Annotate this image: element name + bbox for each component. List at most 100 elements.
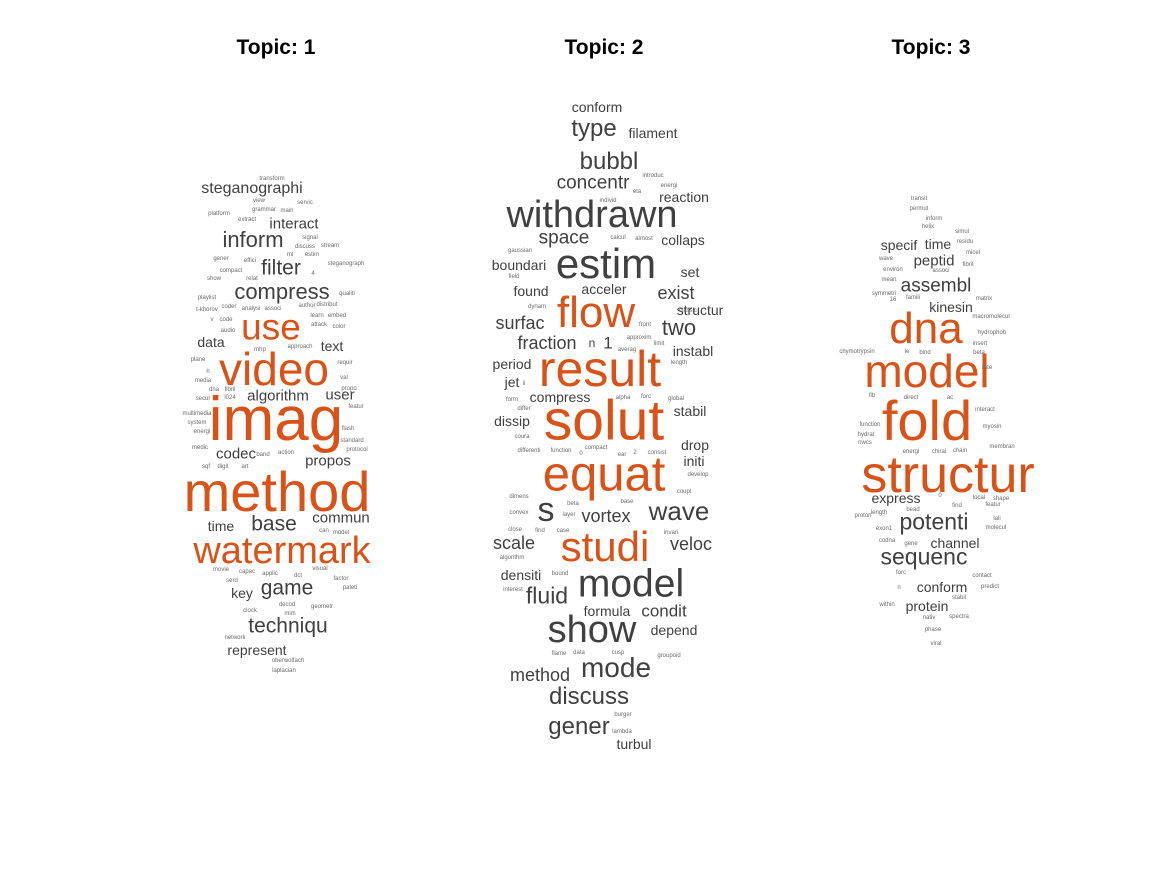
word-capac: capac: [238, 569, 256, 575]
word-author: author: [298, 303, 316, 309]
word-field: field: [508, 274, 520, 280]
word-energi: energi: [902, 449, 920, 455]
word-gene: gene: [904, 541, 918, 547]
word-interest: interest: [503, 587, 523, 593]
word-t-khorov: t-khorov: [196, 307, 218, 313]
word-inform: inform: [222, 227, 284, 252]
word-game: game: [260, 576, 314, 600]
word-signal: signal: [302, 235, 318, 241]
word-insert: insert: [972, 341, 988, 347]
topic-2-wordcloud: solut result equat flow studi estim model withd…: [426, 0, 782, 875]
word-potenti: potenti: [899, 508, 969, 535]
word-4: 4: [311, 271, 315, 277]
word-concentr: concentr: [556, 172, 630, 194]
topic-2-panel: Topic: 2 solut result equat flow studi estim m…: [426, 0, 782, 875]
word-codna: codna: [878, 538, 896, 544]
word-0: 0: [938, 493, 942, 499]
word-estim: estim: [304, 252, 320, 258]
word-coura: coura: [514, 434, 530, 440]
word-condit: condit: [641, 601, 687, 621]
word-assembl: assembl: [900, 275, 972, 297]
word-fold: fold: [881, 389, 973, 452]
word-featur: featur: [985, 502, 1001, 508]
word-sqf: sqf: [201, 464, 211, 470]
word-matrix: matrix: [975, 296, 993, 302]
word-veloc: veloc: [669, 534, 713, 554]
word-network: network: [224, 635, 246, 641]
word-propos: propos: [305, 452, 351, 470]
word-media: media: [194, 378, 212, 384]
word-applic: applic: [262, 571, 278, 577]
word-dna: dna: [208, 387, 220, 393]
word-algorithm: algorithm: [247, 387, 309, 405]
word-bind: bind: [919, 350, 931, 356]
word-approxim: approxim: [626, 335, 652, 341]
word-1: 1: [603, 333, 613, 353]
word-convex: convex: [509, 510, 529, 516]
word-function: function: [550, 448, 572, 454]
word-v: v: [210, 317, 214, 323]
word-grammar: grammar: [251, 207, 277, 213]
word-micel: micel: [965, 250, 981, 256]
word-direct: direct: [903, 395, 919, 401]
word-0: 0: [579, 451, 583, 457]
word-sequenc: sequenc: [880, 543, 968, 570]
topic-3-panel: Topic: 3 structur fold model dna potenti sequ…: [753, 0, 1109, 875]
word-video: video: [219, 343, 329, 395]
word-consist: consist: [647, 450, 667, 456]
word-type: type: [571, 115, 617, 142]
word-ear: ear: [617, 452, 627, 458]
word-surfac: surfac: [495, 313, 545, 333]
word-function: function: [859, 422, 881, 428]
word-text: text: [320, 338, 344, 354]
word-relat: relat: [246, 276, 258, 282]
word-movie: movie: [212, 567, 230, 573]
word-decod: decod: [278, 602, 296, 608]
word-stabil: stabil: [951, 595, 967, 601]
word-densiti: densiti: [500, 567, 542, 583]
word-stabil: stabil: [673, 403, 707, 419]
word-secur: secur: [195, 396, 211, 402]
word-structur: structur: [861, 446, 1035, 504]
word-extract: extract: [237, 217, 257, 223]
word-specif: specif: [880, 237, 918, 253]
word-lali: lali: [993, 516, 1001, 522]
word-result: result: [538, 341, 662, 397]
word-n: n: [897, 585, 901, 591]
word-within: within: [879, 602, 895, 608]
word-environ: environ: [883, 267, 903, 273]
word-mean: mean: [881, 277, 897, 283]
word-spectra: spectra: [949, 614, 969, 620]
word-local: local: [972, 495, 986, 501]
word-associ: associ: [264, 306, 282, 312]
word-acceler: acceler: [581, 281, 627, 297]
word-space: space: [538, 227, 590, 249]
word-protein: protein: [905, 598, 949, 614]
word-code: code: [219, 317, 233, 323]
word-attack: attack: [310, 322, 328, 328]
word-two: two: [661, 315, 697, 340]
word-channel: channel: [930, 535, 980, 551]
topic-2-title: Topic: 2: [564, 36, 644, 59]
word-fibril: fibril: [224, 387, 236, 393]
word-band: band: [256, 452, 270, 458]
word-develop: develop: [687, 472, 709, 478]
word-forc: forc: [895, 570, 907, 576]
word-nwcs: nwcs: [858, 440, 872, 446]
word-predict: predict: [980, 584, 1000, 590]
word-averag: averag: [617, 347, 637, 353]
word-art: art: [241, 464, 249, 470]
word-contact: contact: [972, 573, 992, 579]
word-find: find: [535, 528, 545, 534]
word-qualiti: qualiti: [339, 291, 355, 297]
word-multimedia: multimedia: [182, 411, 212, 417]
word-vortex: vortex: [581, 506, 631, 526]
word-s: s: [537, 491, 555, 529]
word-initi: initi: [683, 453, 705, 469]
word-playlist: playlist: [197, 295, 217, 301]
word-compress: compress: [529, 389, 591, 405]
word-chiral: chiral: [931, 449, 947, 455]
word-use: use: [241, 306, 301, 348]
word-set: set: [680, 264, 700, 280]
word-oberwolfach: oberwolfach: [271, 658, 305, 664]
